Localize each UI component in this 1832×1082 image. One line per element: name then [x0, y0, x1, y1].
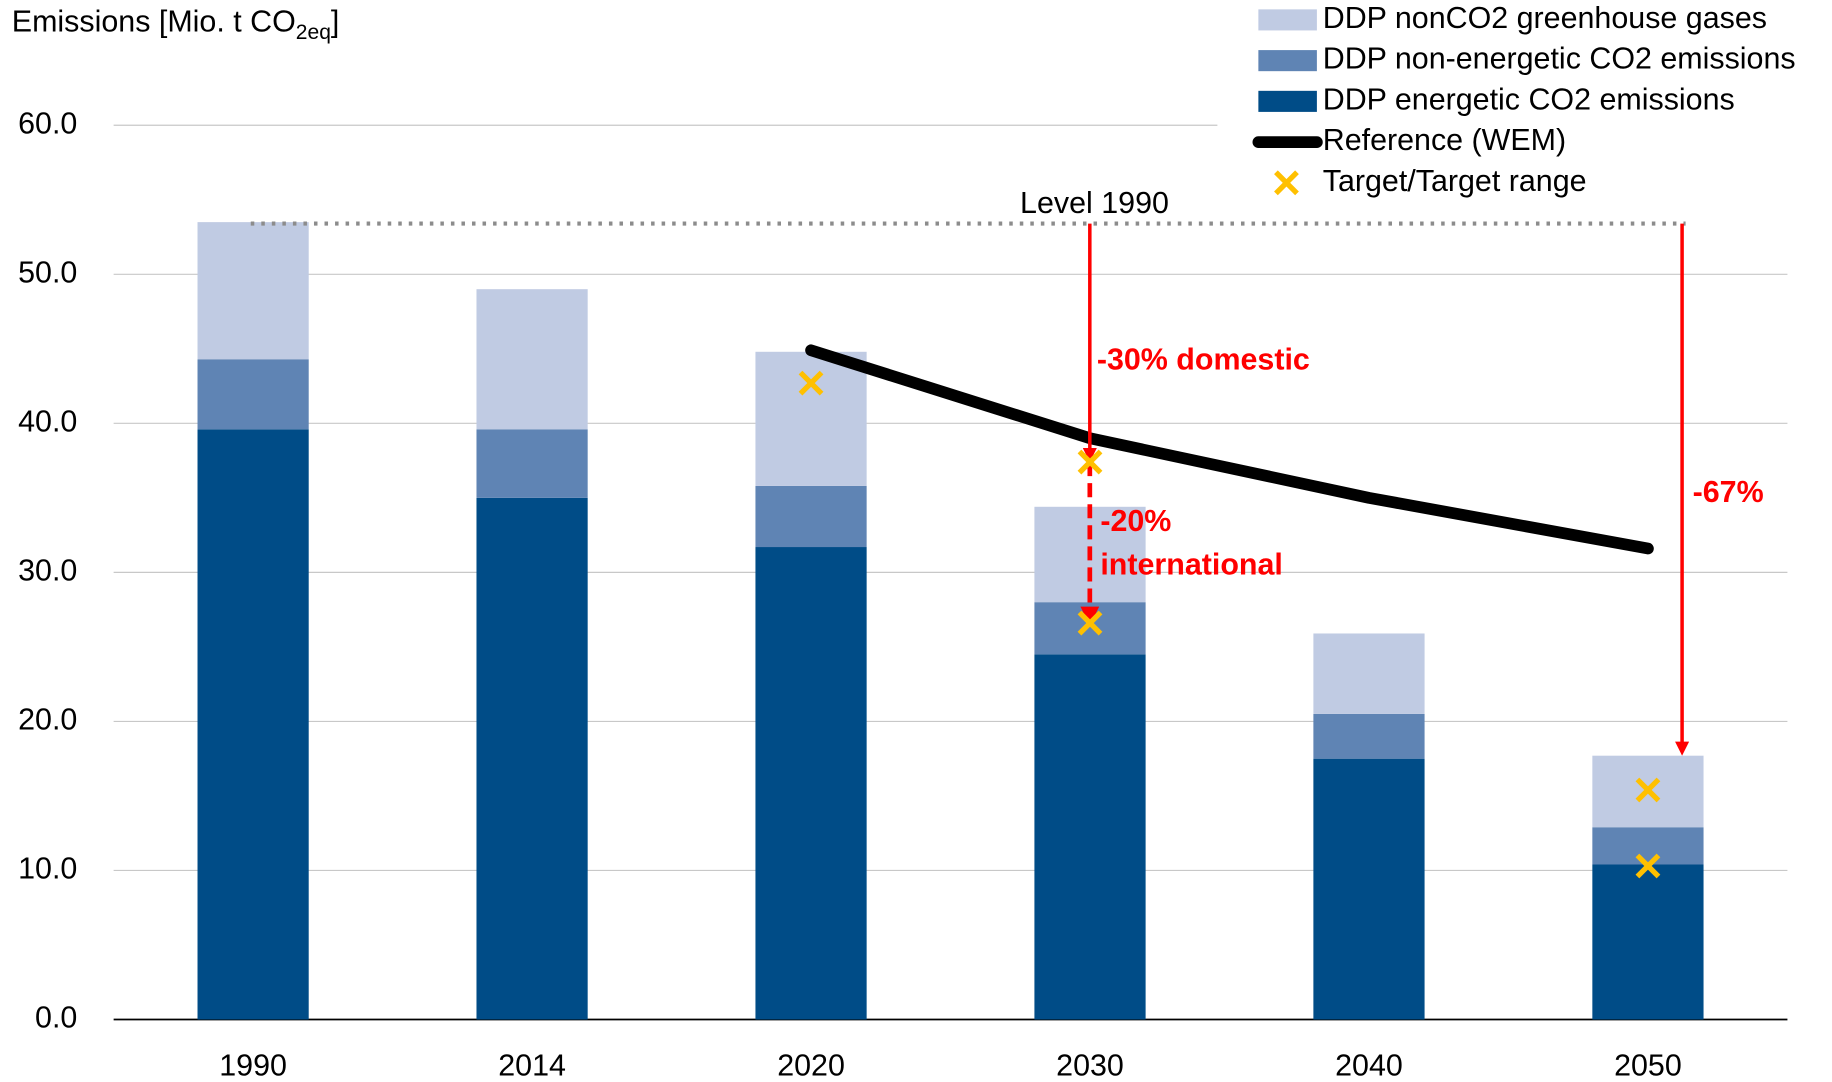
- target-cross: [1635, 777, 1661, 803]
- bar-segment: [476, 429, 588, 498]
- bar-segment: [1592, 827, 1704, 865]
- legend-swatch: [1258, 90, 1317, 112]
- bar-segment: [755, 547, 867, 1020]
- bar-segment: [1313, 713, 1425, 759]
- legend: DDP nonCO2 greenhouse gases DDP non-energ…: [1217, 0, 1832, 202]
- x-tick-label: 2030: [1056, 1049, 1124, 1082]
- bar-segment: [755, 351, 867, 486]
- bar-segment: [1313, 633, 1425, 714]
- annotation: -20%: [1100, 504, 1171, 538]
- target-marker: [798, 370, 824, 396]
- legend-swatch: [1258, 50, 1317, 72]
- target-cross: [1635, 853, 1661, 879]
- x-tick-label: 2020: [777, 1049, 845, 1082]
- target-marker: [1077, 610, 1103, 636]
- legend-background: [1217, 0, 1832, 202]
- y-tick-label: 60.0: [18, 106, 77, 140]
- y-title-part: ]: [331, 4, 339, 38]
- legend-swatch: [1274, 170, 1299, 196]
- legend-label: Target/Target range: [1323, 164, 1587, 198]
- bar-segment: [197, 429, 309, 1020]
- bar-segment: [1034, 654, 1146, 1020]
- annotation: -67%: [1693, 475, 1764, 509]
- legend-label: DDP energetic CO2 emissions: [1323, 82, 1735, 116]
- target-marker: [1635, 777, 1661, 803]
- target-marker: [1077, 449, 1103, 475]
- legend-label: DDP non-energetic CO2 emissions: [1323, 42, 1796, 76]
- y-tick-label: 40.0: [18, 404, 77, 438]
- reference-line: [805, 344, 1654, 555]
- annotation: -30% domestic: [1097, 343, 1310, 377]
- bar-segment: [1313, 758, 1425, 1020]
- level-label: Level 1990: [1020, 186, 1169, 220]
- x-tick-label: 2040: [1335, 1049, 1403, 1082]
- legend-label: Reference (WEM): [1323, 123, 1566, 157]
- bar-segment: [197, 359, 309, 430]
- target-marker: [1635, 853, 1661, 879]
- y-title-part: Emissions [Mio. t CO: [12, 4, 296, 38]
- y-tick-label: 30.0: [18, 553, 77, 587]
- target-cross: [798, 370, 824, 396]
- x-tick-label: 2050: [1614, 1049, 1682, 1082]
- y-tick-label: 10.0: [18, 851, 77, 885]
- legend-swatch: [1258, 9, 1317, 31]
- overlays: Level 1990: [250, 186, 1690, 879]
- x-tick-label: 1990: [219, 1049, 287, 1082]
- bar-segment: [755, 485, 867, 548]
- bar-segment: [476, 289, 588, 430]
- x-tick-label: 2014: [498, 1049, 566, 1082]
- y-tick-label: 50.0: [18, 255, 77, 289]
- y-axis-title: Emissions [Mio. t CO2eq]: [12, 4, 340, 43]
- bar-segment: [476, 497, 588, 1020]
- target-cross: [1077, 449, 1103, 475]
- legend-label: DDP nonCO2 greenhouse gases: [1323, 1, 1767, 35]
- y-title-sub: 2eq: [296, 20, 331, 43]
- y-tick-label: 0.0: [35, 1001, 77, 1035]
- grid: 0.0 10.0 20.0 30.0 40.0 50.0 60.0: [18, 106, 1788, 1035]
- y-tick-label: 20.0: [18, 702, 77, 736]
- bars: 1990 2014 2020 2030 2040 2050: [197, 222, 1704, 1082]
- bar-segment: [197, 222, 309, 360]
- annotation: international: [1100, 548, 1283, 582]
- bar-segment: [1592, 864, 1704, 1020]
- target-cross: [1077, 610, 1103, 636]
